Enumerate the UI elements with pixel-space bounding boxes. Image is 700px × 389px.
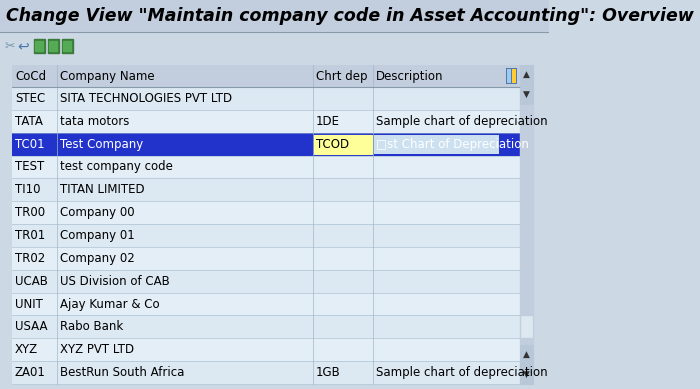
Bar [512, 69, 517, 83]
Bar [507, 69, 511, 83]
Text: SITA TECHNOLOGIES PVT LTD: SITA TECHNOLOGIES PVT LTD [60, 92, 232, 105]
Text: TATA: TATA [15, 115, 43, 128]
Text: TR01: TR01 [15, 229, 45, 242]
Text: UCAB: UCAB [15, 275, 48, 288]
Text: Company 00: Company 00 [60, 206, 134, 219]
Text: TI10: TI10 [15, 183, 41, 196]
Bar [50, 41, 57, 51]
Text: XYZ: XYZ [15, 343, 38, 356]
Text: Company Name: Company Name [60, 70, 154, 82]
Text: Ajay Kumar & Co: Ajay Kumar & Co [60, 298, 160, 310]
Text: ▲: ▲ [523, 70, 530, 79]
Bar [521, 317, 532, 337]
Bar [35, 41, 43, 51]
Bar [62, 39, 73, 53]
Text: 1GB: 1GB [316, 366, 341, 379]
Text: STEC: STEC [15, 92, 45, 105]
Bar [12, 87, 520, 110]
Text: □st Chart of Depreciation: □st Chart of Depreciation [376, 138, 529, 151]
Text: ZA01: ZA01 [15, 366, 46, 379]
Text: ▲: ▲ [523, 350, 530, 359]
Bar [34, 39, 45, 53]
Text: ↩: ↩ [18, 39, 29, 53]
Text: Company 02: Company 02 [60, 252, 134, 265]
Bar [64, 41, 71, 51]
Text: BestRun South Africa: BestRun South Africa [60, 366, 184, 379]
Bar [12, 179, 520, 201]
Text: Change View "Maintain company code in Asset Accounting": Overview: Change View "Maintain company code in As… [6, 7, 694, 25]
Bar [520, 65, 533, 84]
Text: Sample chart of depreciation: Germany: Sample chart of depreciation: Germany [376, 115, 610, 128]
Bar [0, 0, 549, 32]
Text: TR00: TR00 [15, 206, 45, 219]
Bar [12, 65, 520, 87]
Bar [12, 293, 520, 315]
Bar [520, 84, 533, 104]
Text: ✂: ✂ [4, 40, 15, 53]
Bar [12, 65, 520, 384]
Text: Company 01: Company 01 [60, 229, 134, 242]
Bar [12, 110, 520, 133]
Text: TCOD: TCOD [316, 138, 349, 151]
Text: 1DE: 1DE [316, 115, 340, 128]
Text: tata motors: tata motors [60, 115, 129, 128]
Bar [12, 338, 520, 361]
Bar [506, 68, 517, 84]
Text: TITAN LIMITED: TITAN LIMITED [60, 183, 144, 196]
Bar [314, 135, 372, 154]
Bar [48, 39, 59, 53]
Bar [12, 224, 520, 247]
Text: test company code: test company code [60, 160, 172, 173]
Bar [12, 270, 520, 293]
Bar [520, 364, 533, 384]
Text: UNIT: UNIT [15, 298, 43, 310]
Bar [12, 247, 520, 270]
Text: TR02: TR02 [15, 252, 45, 265]
Text: XYZ PVT LTD: XYZ PVT LTD [60, 343, 134, 356]
Text: Description: Description [376, 70, 444, 82]
Text: Chrt dep: Chrt dep [316, 70, 368, 82]
Text: TC01: TC01 [15, 138, 45, 151]
Bar [12, 361, 520, 384]
Bar [0, 32, 549, 60]
Text: Test Company: Test Company [60, 138, 143, 151]
Bar [12, 156, 520, 179]
Text: US Division of CAB: US Division of CAB [60, 275, 169, 288]
Text: CoCd: CoCd [15, 70, 46, 82]
Bar [12, 65, 533, 384]
Bar [520, 345, 533, 364]
Bar [520, 65, 533, 384]
Bar [520, 65, 533, 384]
Bar [374, 135, 499, 154]
Bar [12, 201, 520, 224]
Text: ▼: ▼ [523, 370, 530, 379]
Text: Sample chart of depreciation: Great Britain: Sample chart of depreciation: Great Brit… [376, 366, 631, 379]
Bar [13, 134, 519, 154]
Text: USAA: USAA [15, 321, 48, 333]
Bar [12, 315, 520, 338]
Text: ▼: ▼ [523, 89, 530, 99]
Bar [12, 133, 520, 156]
Text: TEST: TEST [15, 160, 44, 173]
Text: Rabo Bank: Rabo Bank [60, 321, 123, 333]
